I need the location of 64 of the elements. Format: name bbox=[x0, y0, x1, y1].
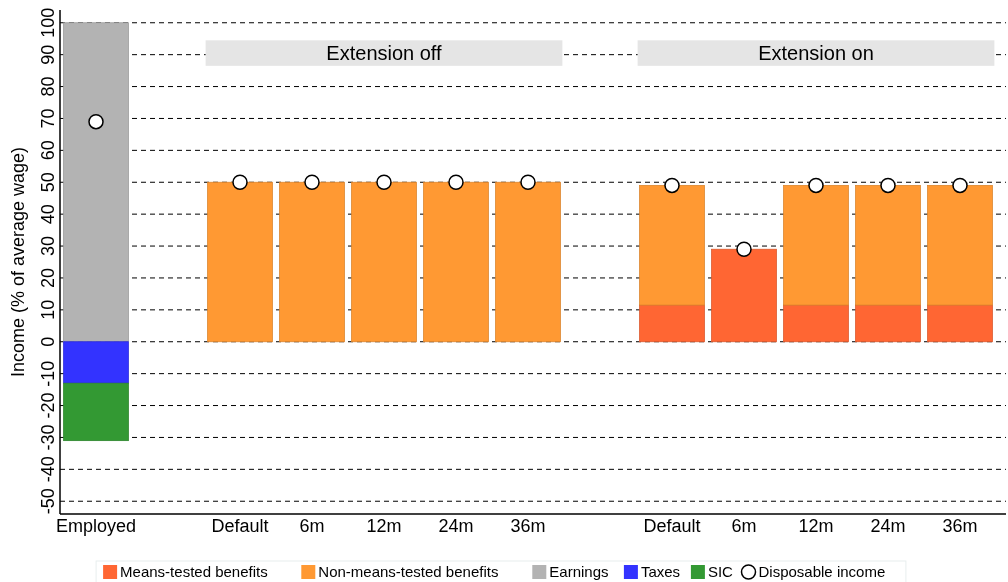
y-tick-label: 40 bbox=[38, 204, 58, 225]
bar bbox=[63, 22, 129, 343]
y-tick-label: -40 bbox=[38, 456, 58, 483]
x-tick-label: 24m bbox=[438, 516, 474, 536]
bar bbox=[855, 185, 921, 306]
point bbox=[736, 241, 752, 257]
y-tick-label: 100 bbox=[38, 7, 58, 38]
x-tick-label: Employed bbox=[55, 516, 137, 536]
x-tick-label: 6m bbox=[731, 516, 757, 536]
bar bbox=[783, 185, 849, 306]
y-tick-label: 50 bbox=[38, 172, 58, 193]
bar bbox=[207, 181, 273, 343]
y-tick-label: 0 bbox=[38, 336, 58, 347]
x-tick-label: 24m bbox=[870, 516, 906, 536]
legend-label: Means-tested benefits bbox=[120, 563, 268, 581]
annotation: Extension on bbox=[758, 42, 874, 65]
y-tick-label: 10 bbox=[38, 299, 58, 320]
bar bbox=[783, 304, 849, 343]
x-tick-label: 36m bbox=[510, 516, 546, 536]
y-tick-label: 80 bbox=[38, 76, 58, 97]
point bbox=[232, 174, 248, 190]
legend-label: Earnings bbox=[549, 563, 609, 581]
point bbox=[880, 177, 896, 194]
bar bbox=[423, 181, 489, 343]
y-tick-label: 20 bbox=[38, 267, 58, 288]
x-tick-label: 12m bbox=[798, 516, 834, 536]
y-tick-label: -30 bbox=[38, 424, 58, 451]
bar bbox=[639, 185, 705, 306]
point bbox=[448, 174, 464, 190]
x-tick-label: 6m bbox=[299, 516, 325, 536]
bar bbox=[63, 341, 129, 384]
point bbox=[664, 177, 680, 194]
y-tick-label: 90 bbox=[38, 44, 58, 65]
bar bbox=[927, 185, 993, 306]
bar bbox=[351, 181, 417, 343]
y-tick-label: 60 bbox=[38, 140, 58, 161]
point bbox=[376, 174, 392, 190]
point bbox=[808, 177, 824, 194]
legend-label: SIC bbox=[707, 563, 734, 581]
bar bbox=[63, 382, 129, 442]
x-tick-label: 12m bbox=[366, 516, 402, 536]
bar bbox=[711, 248, 777, 343]
annotation: Extension off bbox=[326, 42, 443, 65]
point bbox=[88, 113, 104, 130]
x-tick-label: 36m bbox=[942, 516, 978, 536]
point bbox=[520, 174, 536, 190]
y-tick-label: 70 bbox=[38, 108, 58, 129]
x-tick-label: Default bbox=[643, 516, 701, 536]
legend-label: Non-means-tested benefits bbox=[318, 563, 499, 581]
bar bbox=[495, 181, 561, 343]
y-tick-label: 30 bbox=[38, 236, 58, 257]
bar bbox=[279, 181, 345, 343]
y-axis-title: Income (% of average wage) bbox=[8, 146, 28, 378]
y-tick-label: -50 bbox=[38, 488, 58, 515]
legend-label: Taxes bbox=[640, 563, 681, 581]
point bbox=[304, 174, 320, 190]
bar bbox=[639, 304, 705, 343]
legend-label: Disposable income bbox=[758, 563, 886, 581]
y-tick-label: -10 bbox=[38, 360, 58, 387]
bar bbox=[927, 304, 993, 343]
y-tick-label: -20 bbox=[38, 392, 58, 419]
x-tick-label: Default bbox=[211, 516, 269, 536]
point bbox=[952, 177, 968, 194]
bar bbox=[855, 304, 921, 343]
